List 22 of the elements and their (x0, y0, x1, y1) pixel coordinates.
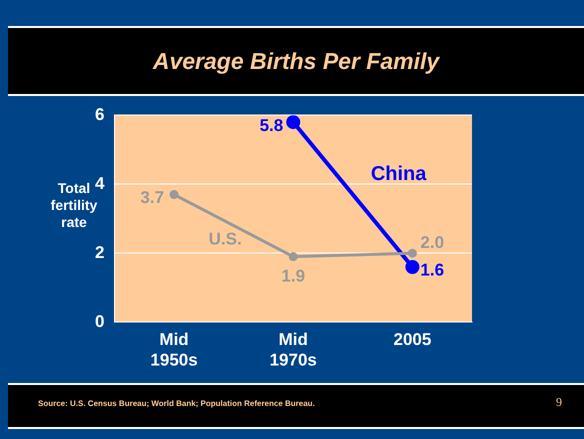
chart-title: Average Births Per Family (152, 48, 440, 74)
data-label: 1.9 (281, 266, 306, 286)
data-label: 2.0 (420, 232, 444, 252)
series-label: China (370, 163, 428, 186)
data-label: 3.7 (140, 188, 164, 208)
data-label: 5.8 (260, 116, 284, 135)
source-note: Source: U.S. Census Bureau; World Bank; Population Reference Bureau. (38, 399, 315, 408)
point (286, 115, 300, 130)
x-tick-label: Mid 1950s (150, 330, 198, 370)
data-label: 1.6 (420, 260, 444, 280)
x-tick-label: 2005 (393, 330, 432, 350)
y-tick-label: 4 (94, 174, 105, 193)
point (405, 260, 420, 274)
point (408, 248, 417, 258)
point (288, 252, 298, 262)
series-label: U.S. (208, 229, 242, 248)
text: 9 (556, 395, 562, 410)
point (170, 190, 179, 200)
x-tick-label: Mid 1970s (270, 330, 317, 370)
y-tick-label: 6 (94, 104, 104, 124)
y-tick-label: 2 (94, 242, 104, 262)
y-tick-label: 0 (94, 312, 104, 331)
